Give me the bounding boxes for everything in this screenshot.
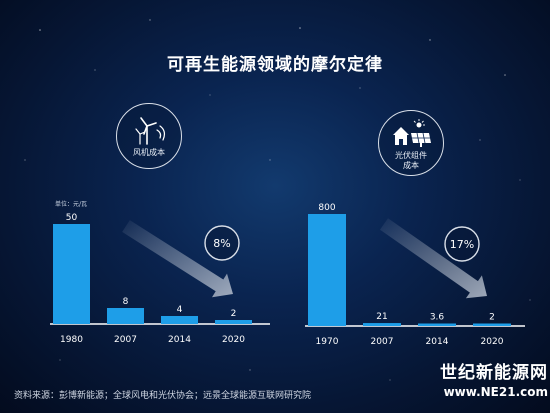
brand-watermark: 世纪新能源网 www.NE21.com bbox=[420, 358, 548, 408]
chart-0-bar-1980 bbox=[53, 224, 90, 324]
brand-name: 世纪新能源网 bbox=[440, 363, 548, 383]
chart-1-rate-ring bbox=[444, 226, 480, 262]
chart-0-value-label-1980: 50 bbox=[66, 213, 78, 223]
chart-0-value-label-2014: 4 bbox=[177, 305, 183, 315]
chart-0-value-label-2007: 8 bbox=[123, 297, 129, 307]
chart-1-trend-arrow bbox=[380, 218, 487, 299]
unit-label: 单位：元/瓦 bbox=[55, 201, 88, 208]
chart-0-tick-label-2014: 2014 bbox=[168, 335, 191, 345]
chart-0-trend-arrow bbox=[122, 220, 233, 298]
chart-1-bar-2007 bbox=[363, 323, 401, 326]
chart-1-value-label-2007: 21 bbox=[376, 312, 387, 322]
chart-0-tick-label-2007: 2007 bbox=[114, 335, 137, 345]
solar-cost-badge: 光伏组件 成本 bbox=[378, 110, 444, 176]
brand-url: www.NE21.com bbox=[443, 385, 548, 399]
chart-0-tick-label-2020: 2020 bbox=[222, 335, 245, 345]
chart-0-value-label-2020: 2 bbox=[231, 309, 237, 319]
chart-1-value-label-1970: 800 bbox=[318, 203, 335, 213]
solar-cost-label-line2: 成本 bbox=[403, 161, 419, 170]
chart-1-rate-label: 17% bbox=[450, 238, 474, 251]
chart-0-bar-2020 bbox=[215, 320, 252, 324]
chart-1-tick-label-2020: 2020 bbox=[481, 337, 504, 347]
wind-cost-label: 风机成本 bbox=[133, 148, 165, 157]
chart-1-tick-label-2007: 2007 bbox=[371, 337, 394, 347]
solar-cost-label-line1: 光伏组件 bbox=[395, 151, 427, 160]
chart-1-tick-label-2014: 2014 bbox=[426, 337, 449, 347]
chart-1-value-label-2014: 3.6 bbox=[430, 313, 445, 323]
page-title: 可再生能源领域的摩尔定律 bbox=[167, 55, 383, 75]
chart-1-bar-2014 bbox=[418, 323, 456, 326]
wind-cost-badge: 风机成本 bbox=[116, 103, 182, 169]
chart-0-rate-ring bbox=[204, 225, 240, 261]
chart-1-value-label-2020: 2 bbox=[489, 313, 495, 323]
source-note: 资料来源：彭博新能源；全球风电和光伏协会；远景全球能源互联网研究院 bbox=[14, 391, 312, 401]
chart-0-bar-2014 bbox=[161, 316, 198, 324]
chart-0-tick-label-1980: 1980 bbox=[60, 335, 83, 345]
chart-1-bar-1970 bbox=[308, 214, 346, 326]
solar-house-icon bbox=[393, 119, 431, 147]
wind-turbine-icon bbox=[135, 117, 166, 145]
chart-1-bar-2020 bbox=[473, 323, 511, 326]
chart-1-tick-label-1970: 1970 bbox=[316, 337, 339, 347]
chart-0-rate-label: 8% bbox=[213, 237, 230, 250]
chart-0-bar-2007 bbox=[107, 308, 144, 324]
